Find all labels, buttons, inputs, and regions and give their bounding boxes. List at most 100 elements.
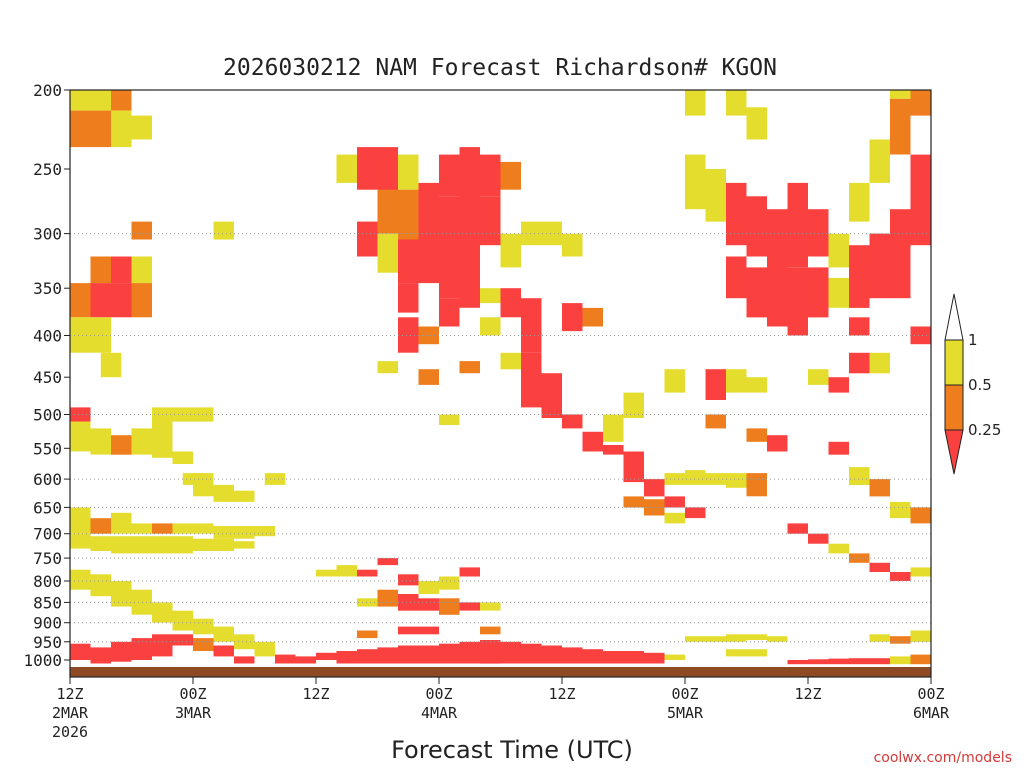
ri-cell	[787, 523, 808, 534]
x-axis-title: Forecast Time (UTC)	[391, 736, 633, 764]
ri-cell	[746, 634, 767, 640]
ri-cell	[869, 562, 890, 572]
y-tick-label: 400	[33, 327, 62, 346]
ri-cell	[685, 154, 706, 210]
ri-cell	[910, 630, 931, 642]
x-tick-label: 6MAR	[913, 704, 950, 722]
y-tick-label: 500	[33, 406, 62, 425]
ri-cell	[70, 569, 91, 590]
ri-cell	[705, 636, 726, 642]
ri-cell	[746, 196, 767, 257]
ri-cell	[705, 473, 726, 485]
ri-cell	[459, 641, 480, 664]
ri-cell	[562, 647, 583, 664]
ri-cell	[480, 640, 501, 664]
legend-label: 0.25	[968, 421, 1001, 439]
ri-cell	[439, 414, 460, 425]
ri-cell	[111, 641, 132, 662]
ri-cell	[357, 147, 378, 190]
ri-cell	[500, 352, 521, 370]
ri-cell	[70, 421, 91, 452]
ri-cell	[808, 267, 829, 318]
ri-cell	[890, 656, 911, 665]
ri-cell	[480, 602, 501, 611]
ri-cell	[213, 221, 234, 240]
ri-cell	[541, 392, 562, 418]
ri-cell	[131, 256, 152, 284]
ri-cell	[664, 654, 685, 660]
ri-cell	[746, 649, 767, 657]
x-tick-label: 00Z	[179, 685, 206, 703]
ri-cell	[849, 553, 870, 563]
ri-cell	[193, 638, 214, 651]
ri-cell	[685, 90, 706, 116]
y-tick-label: 600	[33, 470, 62, 489]
x-tick-label: 3MAR	[175, 704, 212, 722]
ri-cell	[70, 110, 91, 148]
ri-cell	[152, 602, 173, 623]
ri-cell	[828, 277, 849, 308]
y-tick-label: 650	[33, 498, 62, 517]
y-tick-label: 900	[33, 614, 62, 633]
ri-cell	[828, 658, 849, 665]
ri-cell	[398, 239, 419, 284]
ri-cell	[849, 352, 870, 374]
x-tick-label: 2026	[52, 723, 88, 741]
ri-cell	[193, 407, 214, 422]
ri-cell	[849, 317, 870, 336]
ri-cell	[890, 90, 911, 99]
ri-cell	[377, 233, 398, 273]
ri-cell	[603, 414, 624, 442]
ri-cell	[357, 649, 378, 664]
ri-cell	[459, 361, 480, 374]
ri-cell	[767, 277, 788, 327]
ri-cell	[890, 572, 911, 581]
ri-cell	[213, 526, 234, 539]
ri-cell	[890, 98, 911, 155]
ri-cell	[623, 392, 644, 418]
ri-cell	[131, 221, 152, 240]
ri-cell	[439, 196, 460, 299]
ri-cell	[767, 636, 788, 642]
ri-cell	[459, 602, 480, 611]
ri-cell	[890, 501, 911, 519]
ri-cell	[398, 154, 419, 190]
credit-text: coolwx.com/models	[874, 750, 1012, 766]
ri-cell	[316, 652, 337, 660]
ri-cell	[90, 256, 111, 284]
ri-cell	[152, 445, 173, 458]
ri-cell	[357, 630, 378, 639]
y-tick-label: 550	[33, 439, 62, 458]
ri-cell	[869, 634, 890, 642]
ri-cell	[152, 634, 173, 657]
x-tick-label: 12Z	[548, 685, 575, 703]
ri-cell	[111, 435, 132, 455]
legend-orange	[944, 384, 964, 431]
ri-cell	[726, 256, 747, 299]
ri-cell	[111, 536, 132, 554]
ri-cell	[234, 526, 255, 539]
ri-cell	[70, 643, 91, 660]
ri-cell	[582, 649, 603, 664]
ri-cell	[664, 512, 685, 524]
ri-cell	[439, 154, 460, 197]
legend-label: 1	[968, 331, 978, 349]
ri-cell	[193, 523, 214, 534]
ri-cell	[603, 651, 624, 664]
ri-cell	[828, 377, 849, 393]
ri-cell	[193, 618, 214, 635]
ri-cell	[357, 598, 378, 607]
ri-cell	[726, 182, 747, 246]
ri-cell	[234, 656, 255, 664]
plot-frame	[69, 89, 932, 678]
ri-cell	[890, 636, 911, 644]
ri-cell	[357, 221, 378, 257]
ri-cell	[377, 147, 398, 197]
ri-cell	[521, 298, 542, 353]
ri-cell	[726, 369, 747, 393]
ri-cell	[828, 233, 849, 268]
ri-cell	[131, 523, 152, 534]
ri-cell	[890, 209, 911, 299]
ri-cell	[910, 567, 931, 577]
